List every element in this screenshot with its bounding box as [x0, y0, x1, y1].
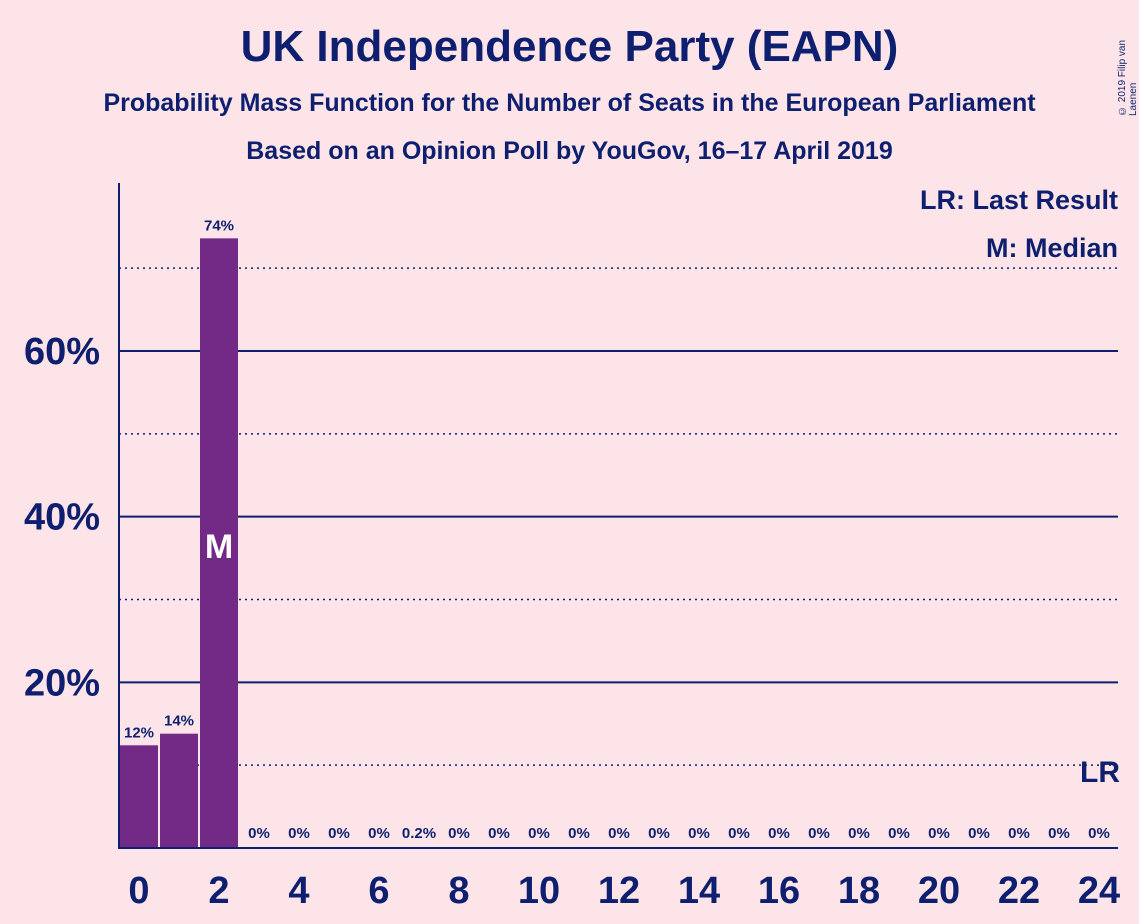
x-tick-label: 8 — [448, 870, 469, 912]
x-tick-label: 16 — [758, 870, 800, 912]
bar-value-label: 0% — [768, 825, 790, 842]
chart-title: UK Independence Party (EAPN) — [240, 22, 899, 71]
chart-source-subtitle: Based on an Opinion Poll by YouGov, 16–1… — [246, 137, 893, 165]
y-tick-label: 60% — [24, 331, 100, 373]
bar-value-label: 0% — [1008, 825, 1030, 842]
bar-value-label: 14% — [164, 713, 194, 730]
bar-value-label: 0% — [848, 825, 870, 842]
bar-value-label: 12% — [124, 724, 154, 741]
x-tick-label: 14 — [678, 870, 720, 912]
bar-value-label: 0% — [488, 825, 510, 842]
x-tick-label: 4 — [288, 870, 309, 912]
bar-value-label: 0% — [728, 825, 750, 842]
bar-value-label: 0% — [968, 825, 990, 842]
bars — [120, 238, 238, 848]
bar-value-label: 0% — [288, 825, 310, 842]
x-tick-label: 2 — [208, 870, 229, 912]
bar — [160, 733, 198, 848]
x-tick-label: 20 — [918, 870, 960, 912]
bar — [120, 745, 158, 848]
bar-value-label: 0% — [808, 825, 830, 842]
bar-value-label: 0% — [648, 825, 670, 842]
x-tick-label: 22 — [998, 870, 1040, 912]
bar-value-label: 0% — [928, 825, 950, 842]
bar-value-label: 0% — [688, 825, 710, 842]
x-tick-label: 12 — [598, 870, 640, 912]
x-tick-label: 18 — [838, 870, 880, 912]
legend-median: M: Median — [986, 233, 1118, 263]
bar-value-label: 0% — [328, 825, 350, 842]
legend-last-result: LR: Last Result — [920, 185, 1118, 215]
x-tick-label: 0 — [128, 870, 149, 912]
bar-value-label: 0% — [368, 825, 390, 842]
y-tick-label: 20% — [24, 662, 100, 704]
bar-value-label: 0% — [1088, 825, 1110, 842]
chart-subtitle: Probability Mass Function for the Number… — [103, 89, 1036, 117]
x-tick-label: 10 — [518, 870, 560, 912]
bar-value-label: 0% — [1048, 825, 1070, 842]
bar — [200, 238, 238, 848]
x-tick-label: 6 — [368, 870, 389, 912]
bar-value-label: 0% — [248, 825, 270, 842]
y-tick-label: 40% — [24, 497, 100, 539]
bar-value-label: 74% — [204, 217, 234, 234]
median-marker: M — [205, 528, 233, 566]
bar-value-label: 0% — [448, 825, 470, 842]
bar-value-label: 0% — [568, 825, 590, 842]
last-result-marker: LR — [1080, 756, 1120, 789]
value-labels: 12% 14% 74% M 0% 0% 0% 0% 0.2% 0% 0% 0% 0% 0% 0% 0% 0% 0%… — [124, 217, 1120, 842]
grid-lines — [119, 267, 1118, 766]
axes: 20%40%60%0 2 4 6 8 10 12 14 16 18 20 22 24 — [24, 183, 1120, 912]
bar-value-label: 0.2% — [402, 825, 436, 842]
bar-value-label: 0% — [528, 825, 550, 842]
x-tick-label: 24 — [1078, 870, 1120, 912]
bar-value-label: 0% — [608, 825, 630, 842]
bar-value-label: 0% — [888, 825, 910, 842]
